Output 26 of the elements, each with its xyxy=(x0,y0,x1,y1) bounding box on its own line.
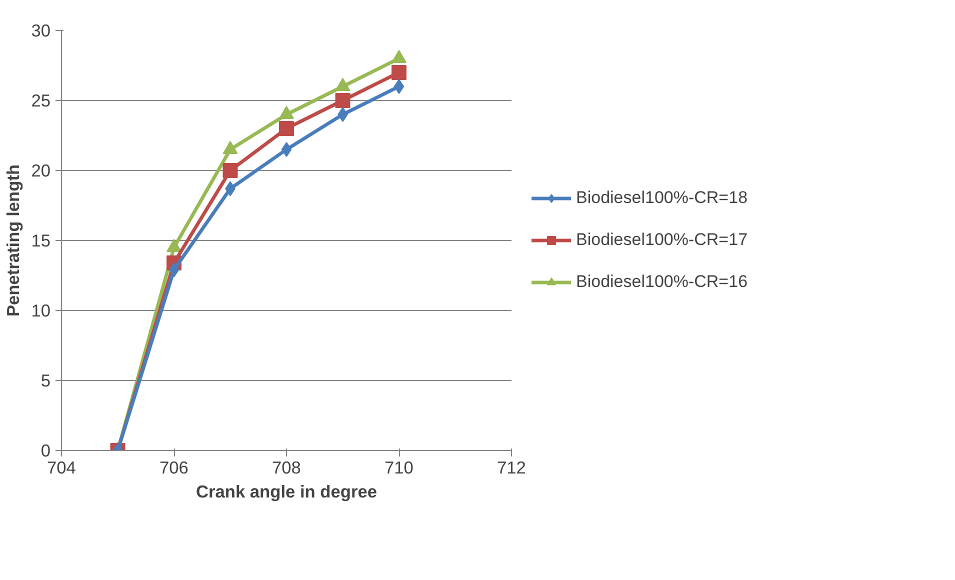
x-tick-label: 704 xyxy=(47,458,76,478)
point xyxy=(166,238,182,252)
legend-label: Biodiesel100%-CR=16 xyxy=(576,272,748,292)
point xyxy=(338,107,348,122)
x-tick-label: 706 xyxy=(160,458,188,478)
x-tick-label: 708 xyxy=(272,458,301,478)
y-tick-label: 25 xyxy=(31,90,51,110)
legend-label: Biodiesel100%-CR=17 xyxy=(576,230,748,250)
y-tick-label: 10 xyxy=(31,300,51,320)
legend-label: Biodiesel100%-CR=18 xyxy=(576,188,748,208)
y-tick-label: 30 xyxy=(31,20,51,40)
point xyxy=(392,65,406,80)
point xyxy=(168,262,180,278)
x-axis-title: Crank angle in degree xyxy=(196,482,378,502)
y-axis-title: Penetrating length xyxy=(3,164,24,317)
y-tick-label: 0 xyxy=(40,440,51,460)
y-tick-label: 5 xyxy=(40,370,51,390)
point xyxy=(335,93,350,108)
x-tick-label: 712 xyxy=(497,458,526,478)
y-tick-label: 20 xyxy=(31,160,51,180)
point xyxy=(279,121,294,136)
y-tick-label: 15 xyxy=(31,230,51,250)
point xyxy=(222,163,238,178)
x-tick-label: 710 xyxy=(384,458,414,478)
point xyxy=(394,79,404,94)
point xyxy=(281,142,292,157)
